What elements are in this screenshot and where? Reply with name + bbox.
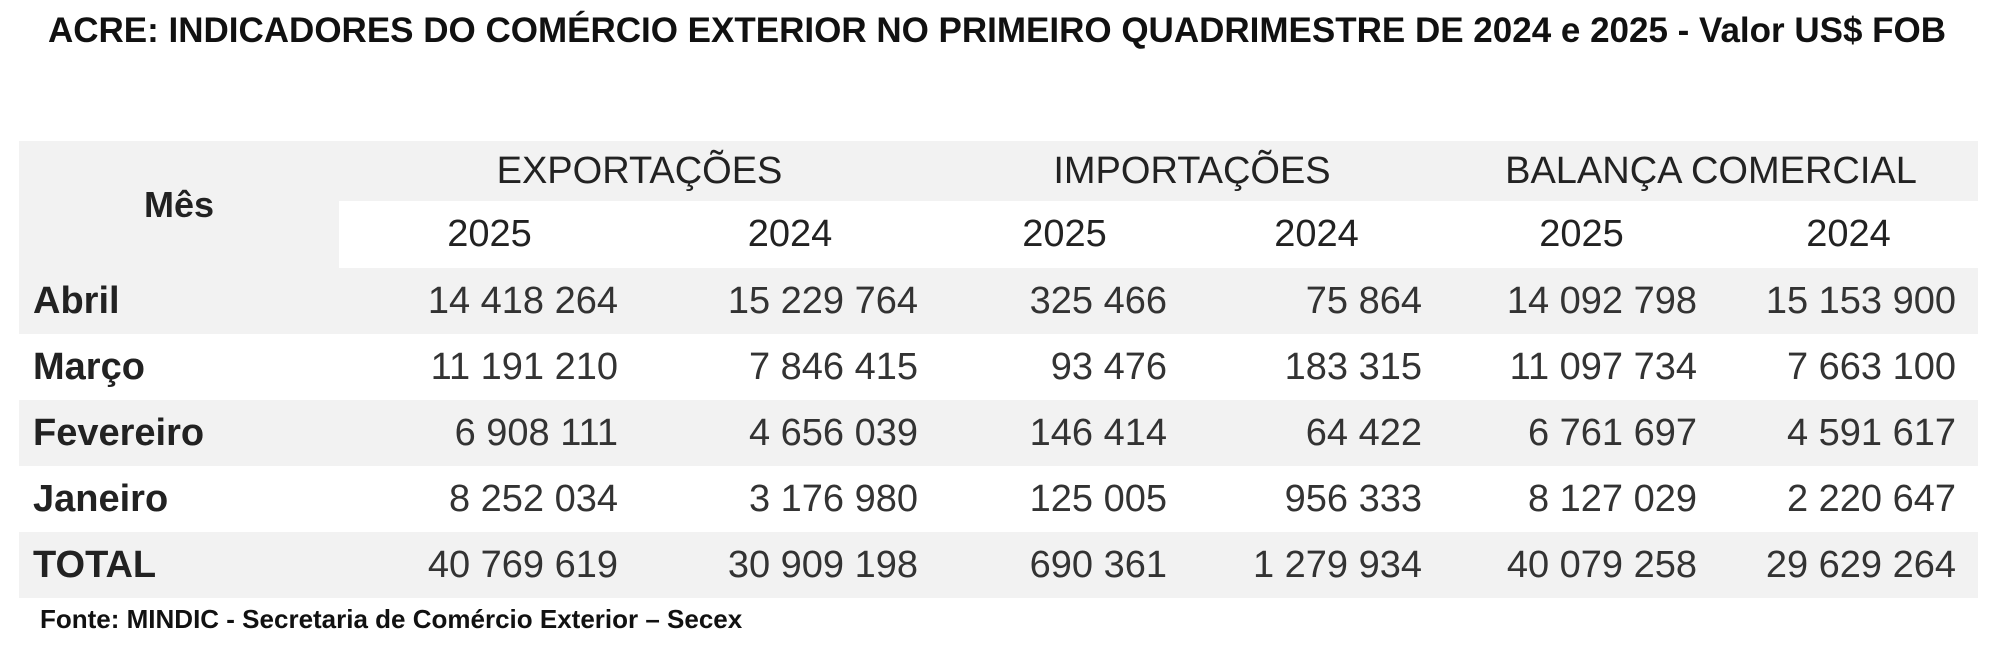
cell-value: 3 176 980 [640, 466, 940, 532]
cell-value: 15 229 764 [640, 268, 940, 334]
table-body: Mês EXPORTAÇÕES IMPORTAÇÕES BALANÇA COMERCI… [19, 141, 1979, 598]
cell-value: 64 422 [1189, 400, 1444, 466]
data-row: Janeiro 8 252 034 3 176 980 125 005 956 333 8… [19, 466, 1979, 532]
header-row: Mês EXPORTAÇÕES IMPORTAÇÕES BALANÇA COMERCI… [19, 141, 1979, 268]
cell-value: 29 629 264 [1719, 532, 1979, 598]
year-header: 2024 [640, 201, 940, 268]
cell-value: 11 097 734 [1444, 334, 1719, 400]
source-note: Fonte: MINDIC - Secretaria de Comércio E… [40, 604, 743, 634]
cell-value: 2 220 647 [1719, 466, 1979, 532]
row-label: Janeiro [19, 466, 339, 532]
cell-value: 11 191 210 [339, 334, 640, 400]
cell-value: 956 333 [1189, 466, 1444, 532]
cell-value: 75 864 [1189, 268, 1444, 334]
group-header: IMPORTAÇÕES [940, 141, 1444, 201]
cell-value: 4 656 039 [640, 400, 940, 466]
row-label: Abril [19, 268, 339, 334]
cell-value: 183 315 [1189, 334, 1444, 400]
cell-value: 8 252 034 [339, 466, 640, 532]
year-header: 2025 [1444, 201, 1719, 268]
cell-value: 15 153 900 [1719, 268, 1979, 334]
row-header: Mês [19, 141, 339, 268]
title: ACRE: INDICADORES DO COMÉRCIO EXTERIOR N… [47, 11, 1947, 50]
cell-value: 125 005 [940, 466, 1189, 532]
cell-value: 8 127 029 [1444, 466, 1719, 532]
cell-value: 30 909 198 [640, 532, 940, 598]
group-header: EXPORTAÇÕES [339, 141, 940, 201]
data-row: TOTAL 40 769 619 30 909 198 690 361 1 279 93… [19, 532, 1979, 598]
data-row: Março 11 191 210 7 846 415 93 476 183 315 11 … [19, 334, 1979, 400]
row-label: Fevereiro [19, 400, 339, 466]
cell-value: 690 361 [940, 532, 1189, 598]
cell-value: 40 769 619 [339, 532, 640, 598]
indicators-table: Mês EXPORTAÇÕES IMPORTAÇÕES BALANÇA COMERCI… [19, 141, 1979, 598]
row-label: TOTAL [19, 532, 339, 598]
year-header: 2025 [940, 201, 1189, 268]
cell-value: 14 418 264 [339, 268, 640, 334]
cell-value: 1 279 934 [1189, 532, 1444, 598]
cell-value: 146 414 [940, 400, 1189, 466]
cell-value: 4 591 617 [1719, 400, 1979, 466]
cell-value: 6 761 697 [1444, 400, 1719, 466]
cell-value: 7 663 100 [1719, 334, 1979, 400]
group-header: BALANÇA COMERCIAL [1444, 141, 1979, 201]
subheader-row: 2025 2024 2025 2024 2025 2024 [19, 201, 1979, 268]
year-header: 2025 [339, 201, 640, 268]
year-header: 2024 [1719, 201, 1979, 268]
data-row: Abril 14 418 264 15 229 764 325 466 75 864 14… [19, 268, 1979, 334]
cell-value: 325 466 [940, 268, 1189, 334]
cell-value: 6 908 111 [339, 400, 640, 466]
cell-value: 40 079 258 [1444, 532, 1719, 598]
year-header: 2024 [1189, 201, 1444, 268]
cell-value: 7 846 415 [640, 334, 940, 400]
cell-value: 93 476 [940, 334, 1189, 400]
data-row: Fevereiro 6 908 111 4 656 039 146 414 64 422… [19, 400, 1979, 466]
row-label: Março [19, 334, 339, 400]
cell-value: 14 092 798 [1444, 268, 1719, 334]
